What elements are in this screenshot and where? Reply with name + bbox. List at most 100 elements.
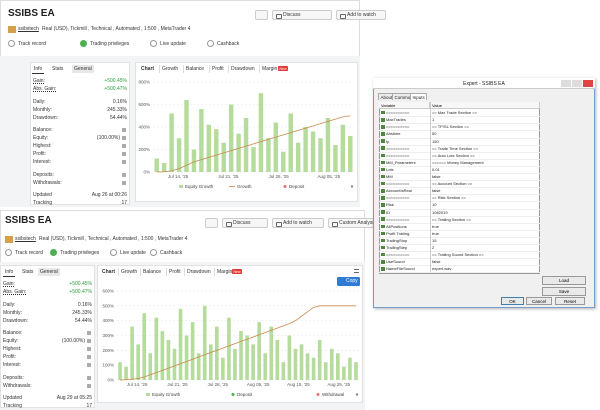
header-button[interactable]: Discuss: [272, 10, 332, 20]
bar: [172, 348, 177, 380]
row-line: [379, 265, 540, 267]
avatar: [5, 236, 13, 243]
variable-cell: ==========: [386, 110, 410, 116]
bar: [257, 322, 261, 380]
y-tick-label: 200%: [138, 147, 150, 152]
page-title: SSIBS EA: [5, 215, 52, 226]
page-title: SSIBS EA: [8, 8, 55, 19]
legend-swatch: [355, 393, 359, 396]
info-tab[interactable]: Stats: [52, 66, 64, 72]
dialog-titlebar: [373, 78, 595, 89]
row-line: [379, 144, 540, 146]
window-control[interactable]: [572, 80, 582, 87]
chart-tab[interactable]: Drawdown: [184, 268, 213, 276]
row-icon: [381, 238, 385, 243]
value-cell: false: [432, 174, 441, 179]
bar: [239, 331, 243, 380]
variable-cell: NameFileSound: [386, 266, 415, 272]
info-value: 17: [121, 200, 127, 206]
chart-tab[interactable]: Margin: [259, 65, 279, 73]
value-cell: 15: [432, 237, 437, 243]
chart-tab[interactable]: Profit: [166, 268, 183, 276]
info-value: +500.45%: [104, 78, 127, 84]
lock-icon: [87, 355, 91, 359]
window-control[interactable]: [561, 80, 571, 87]
row-line: [379, 208, 540, 210]
variable-cell: Abstime: [386, 131, 401, 137]
chart-tab[interactable]: Growth: [159, 65, 180, 73]
header-button[interactable]: Add to watch: [272, 218, 324, 228]
info-label: Monthly:: [33, 106, 52, 113]
bar: [251, 147, 256, 172]
column-divider: [430, 102, 431, 273]
info-tab[interactable]: Info: [3, 269, 16, 277]
y-tick-label: 500%: [102, 303, 114, 308]
chart-tab[interactable]: Growth: [118, 268, 139, 276]
badge-icon: [207, 40, 214, 47]
x-tick-label: Jul 28, '25: [268, 174, 289, 179]
value-cell: false: [432, 259, 441, 265]
info-tab[interactable]: General: [38, 268, 60, 276]
bell-button[interactable]: [255, 10, 268, 20]
chart-tab[interactable]: Balance: [183, 65, 206, 73]
info-tab[interactable]: General: [72, 65, 94, 73]
chart-tab[interactable]: Profit: [209, 65, 226, 73]
x-tick-label: Aug 25, '25: [328, 382, 351, 387]
info-value: 54.44%: [110, 114, 127, 121]
bar: [281, 362, 286, 380]
row-line: [379, 165, 540, 167]
value-cell: ====== Money Management: [432, 159, 484, 165]
row-icon: [381, 217, 385, 221]
y-tick-label: 400%: [138, 125, 150, 130]
dialog-tab[interactable]: Inputs: [410, 93, 428, 100]
bar: [329, 348, 334, 380]
row-line: [379, 229, 540, 231]
settings-icon: [354, 269, 359, 273]
copy-button[interactable]: Copy: [337, 277, 360, 286]
badge-label: Track record: [15, 250, 43, 256]
info-label: Profit:: [3, 354, 17, 360]
value-cell: == Risk Section ==: [432, 195, 466, 201]
window-control[interactable]: [583, 80, 593, 87]
value-cell: == Trailing Sound Section ==: [432, 252, 484, 258]
new-badge: New: [278, 66, 289, 71]
info-label: Abs. Gain:: [3, 289, 27, 295]
y-tick-label: 300%: [102, 333, 114, 338]
dialog-button[interactable]: Cancel: [526, 297, 552, 305]
info-tab[interactable]: Info: [32, 66, 45, 74]
chart-tab[interactable]: Chart: [141, 66, 155, 72]
info-label: Monthly:: [3, 309, 22, 316]
chart-tab[interactable]: Chart: [102, 269, 116, 275]
bar: [288, 113, 293, 172]
side-button[interactable]: Save: [542, 287, 586, 296]
side-button[interactable]: Load: [542, 276, 586, 285]
lock-icon: [87, 339, 91, 343]
bar: [303, 127, 308, 172]
dialog-button[interactable]: Reset: [555, 297, 585, 305]
chart-tab[interactable]: Margin: [214, 268, 234, 276]
row-icon: [381, 210, 385, 214]
header-button[interactable]: Add to watch: [336, 10, 386, 20]
row-icon: [381, 231, 385, 236]
value-cell: expert.wav: [432, 266, 452, 272]
variable-cell: ==========: [386, 195, 410, 201]
info-value: 245.33%: [107, 106, 127, 113]
row-line: [379, 137, 540, 139]
row-line: [379, 123, 540, 125]
info-tab[interactable]: Stats: [22, 269, 34, 275]
legend-swatch: [231, 393, 235, 396]
x-tick-label: Jul 28, '25: [208, 382, 229, 387]
bar: [258, 93, 264, 172]
bell-button[interactable]: [205, 218, 218, 228]
chart-tab[interactable]: Balance: [140, 268, 163, 276]
author-link[interactable]: ssibstech: [18, 26, 39, 32]
bar: [161, 163, 167, 172]
value-cell: == Trade Time Section ==: [432, 145, 479, 151]
bar: [263, 353, 268, 380]
row-icon: [381, 196, 385, 200]
header-button[interactable]: Discuss: [222, 218, 268, 228]
author-link[interactable]: ssibstech: [15, 236, 36, 242]
chart-tab[interactable]: Drawdown: [228, 65, 257, 73]
dialog-button[interactable]: OK: [501, 297, 524, 305]
growth-chart: 0% 100% 200% 300% 400% 500% 600% Jul 14, '25 Jul…: [102, 289, 359, 397]
